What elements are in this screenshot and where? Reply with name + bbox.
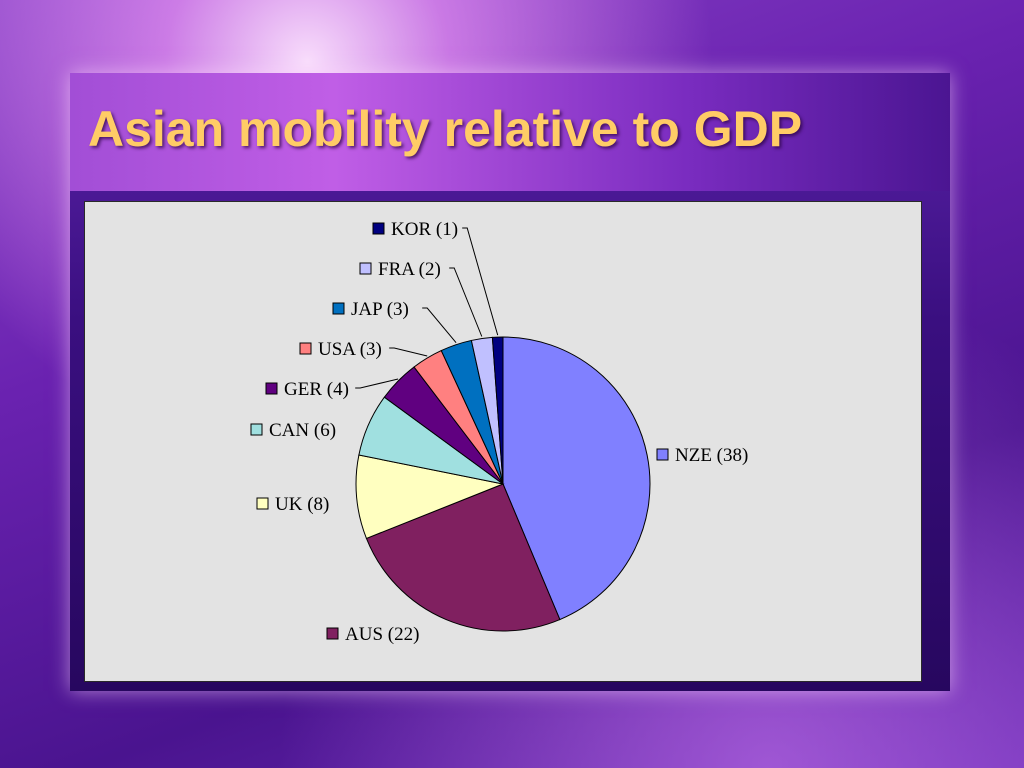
leader-line-kor	[462, 227, 499, 336]
legend-key-nze	[656, 448, 669, 461]
leader-line-fra	[449, 267, 483, 337]
legend-key-uk	[256, 497, 269, 510]
slice-label-fra: FRA (2)	[378, 259, 441, 280]
slice-label-aus: AUS (22)	[345, 624, 419, 645]
pie-slice-kor	[491, 336, 504, 485]
legend-key-can	[250, 423, 263, 436]
chart-area: NZE (38) AUS (22) UK (8) CAN (6) GER (4) USA …	[84, 201, 922, 682]
slice-label-ger: GER (4)	[284, 379, 349, 400]
slice-label-uk: UK (8)	[275, 494, 329, 515]
slice-label-nze: NZE (38)	[675, 445, 748, 466]
legend-key-jap	[332, 302, 345, 315]
slice-label-usa: USA (3)	[318, 339, 382, 360]
pie-slice-uk	[355, 454, 505, 540]
leader-line-ger	[355, 378, 399, 389]
legend-key-aus	[326, 627, 339, 640]
slice-label-kor: KOR (1)	[391, 219, 458, 240]
pie-chart: NZE (38) AUS (22) UK (8) CAN (6) GER (4) USA …	[250, 219, 748, 645]
slide-title: Asian mobility relative to GDP	[88, 101, 803, 157]
pie-slice-nze	[502, 336, 651, 621]
legend-key-fra	[359, 262, 372, 275]
slice-label-jap: JAP (3)	[351, 299, 409, 320]
legend-key-usa	[299, 342, 312, 355]
slice-label-can: CAN (6)	[269, 420, 336, 441]
leader-line-jap	[422, 307, 457, 344]
legend-key-ger	[265, 382, 278, 395]
title-band	[70, 73, 950, 191]
pie-slice-aus	[365, 483, 561, 632]
legend-key-kor	[372, 222, 385, 235]
leader-line-usa	[389, 347, 428, 357]
